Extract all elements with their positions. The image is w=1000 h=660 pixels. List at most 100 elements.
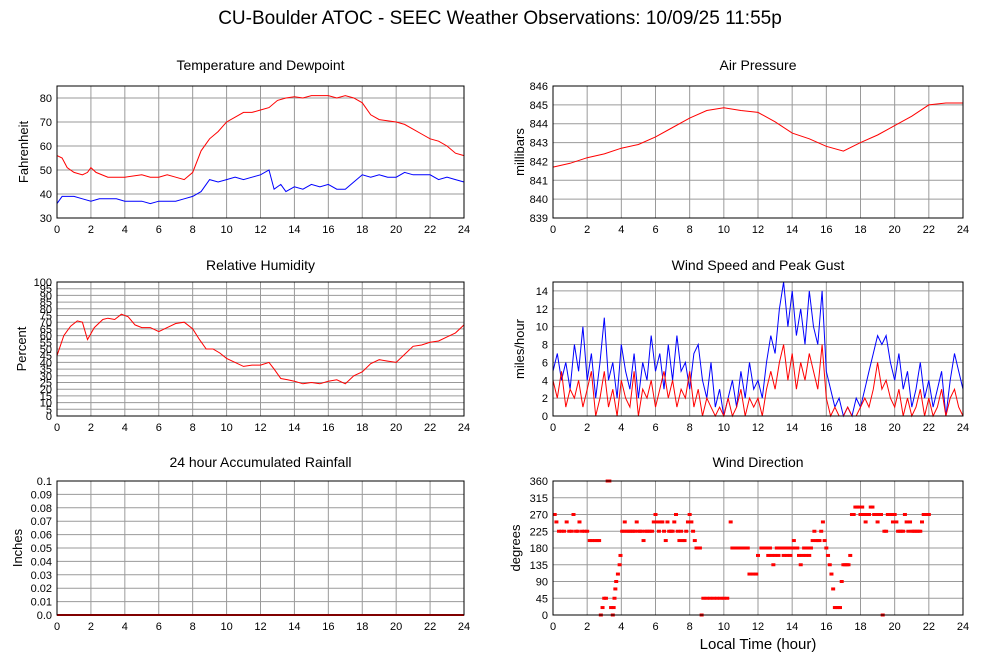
- dir-point: [861, 513, 866, 516]
- y-tick-label: 85: [40, 297, 52, 309]
- y-tick-label: 45: [536, 593, 548, 605]
- dir-point: [807, 553, 812, 557]
- dir-point: [764, 546, 769, 550]
- x-tick-label: 22: [424, 422, 436, 434]
- dir-point: [817, 539, 822, 543]
- x-tick-label: 16: [322, 621, 334, 633]
- dir-point: [725, 596, 730, 600]
- x-tick-label: 18: [854, 224, 866, 236]
- dir-point: [656, 529, 661, 533]
- dir-point: [745, 546, 750, 550]
- dir-point: [774, 546, 779, 550]
- dir-point: [867, 513, 872, 516]
- y-tick-label: 844: [530, 119, 548, 131]
- dir-point: [651, 520, 656, 524]
- y-tick-label: 0: [46, 411, 52, 423]
- y-tick-label: 0.03: [31, 570, 52, 582]
- x-tick-label: 14: [786, 224, 798, 236]
- y-tick-label: 14: [536, 286, 548, 298]
- x-tick-label: 14: [288, 422, 300, 434]
- dir-point: [797, 553, 801, 557]
- dir-point: [846, 563, 851, 567]
- dir-point: [848, 553, 853, 557]
- dir-point: [781, 553, 786, 557]
- dir-point: [564, 520, 569, 524]
- dir-point: [783, 546, 788, 550]
- x-tick-label: 2: [584, 621, 590, 633]
- x-tick-label: 12: [752, 422, 764, 434]
- y-tick-label: 843: [530, 138, 548, 150]
- dir-point: [718, 596, 723, 600]
- x-tick-label: 22: [923, 621, 935, 633]
- dir-point: [672, 520, 677, 524]
- dir-point: [829, 572, 834, 576]
- x-tick-label: 24: [458, 422, 470, 434]
- dir-point: [790, 546, 795, 550]
- dir-point: [767, 546, 772, 550]
- y-tick-label: 15: [40, 391, 52, 403]
- dir-point: [597, 539, 602, 543]
- dir-point: [687, 513, 692, 516]
- x-tick-label: 16: [322, 422, 334, 434]
- x-tick-label: 10: [718, 224, 730, 236]
- x-tick-label: 20: [889, 224, 901, 236]
- x-tick-label: 4: [618, 621, 624, 633]
- y-tick-label: 315: [530, 493, 548, 505]
- dir-point: [721, 596, 726, 600]
- x-tick-label: 8: [687, 621, 693, 633]
- x-tick-label: 14: [786, 422, 798, 434]
- x-tick-label: 0: [550, 224, 556, 236]
- y-tick-label: 25: [40, 378, 52, 390]
- y-tick-label: 90: [40, 290, 52, 302]
- x-tick-label: 14: [786, 621, 798, 633]
- dir-point: [609, 606, 614, 610]
- y-tick-label: 840: [530, 194, 548, 206]
- dir-point: [904, 520, 909, 524]
- x-tick-label: 6: [156, 621, 162, 633]
- y-tick-label: 360: [530, 476, 548, 488]
- y-tick-label: 10: [536, 322, 548, 334]
- dir-point: [617, 563, 622, 567]
- dir-point: [559, 529, 564, 533]
- x-tick-label: 20: [889, 621, 901, 633]
- x-tick-label: 18: [356, 224, 368, 236]
- y-tick-label: 842: [530, 156, 548, 168]
- dir-point: [901, 529, 906, 533]
- x-tick-label: 4: [618, 224, 624, 236]
- x-tick-label: 6: [652, 422, 658, 434]
- x-tick-label: 24: [957, 422, 969, 434]
- y-tick-label: 75: [40, 311, 52, 323]
- dir-point: [889, 513, 894, 516]
- dir-point: [615, 572, 620, 576]
- dir-point: [732, 546, 737, 550]
- dir-point: [918, 529, 923, 533]
- dir-point: [670, 529, 675, 533]
- dir-point: [662, 529, 667, 533]
- dir-point: [879, 513, 883, 516]
- dir-point: [858, 513, 863, 516]
- dir-point: [728, 520, 733, 524]
- dir-point: [747, 572, 752, 576]
- x-tick-label: 0: [550, 621, 556, 633]
- dir-point: [653, 513, 658, 516]
- y-tick-label: 0.06: [31, 530, 52, 542]
- pressure-y-axis-label: millibars: [512, 128, 527, 176]
- dir-point: [822, 539, 827, 543]
- rain-title: 24 hour Accumulated Rainfall: [169, 454, 351, 470]
- wind-series-1-line: [552, 344, 964, 418]
- dir-point: [873, 513, 878, 516]
- dir-point: [791, 539, 796, 543]
- x-tick-label: 20: [390, 621, 402, 633]
- dir-point: [819, 529, 824, 533]
- x-tick-label: 16: [322, 224, 334, 236]
- dir-point: [704, 596, 709, 600]
- dir-point: [824, 546, 829, 550]
- x-tick-label: 14: [288, 224, 300, 236]
- x-tick-label: 18: [854, 422, 866, 434]
- dir-point: [650, 529, 655, 533]
- wind-series-0-line: [552, 281, 964, 418]
- pressure-series-0-line: [552, 102, 963, 168]
- rh-plot-frame: [56, 281, 465, 417]
- x-tick-label: 6: [652, 621, 658, 633]
